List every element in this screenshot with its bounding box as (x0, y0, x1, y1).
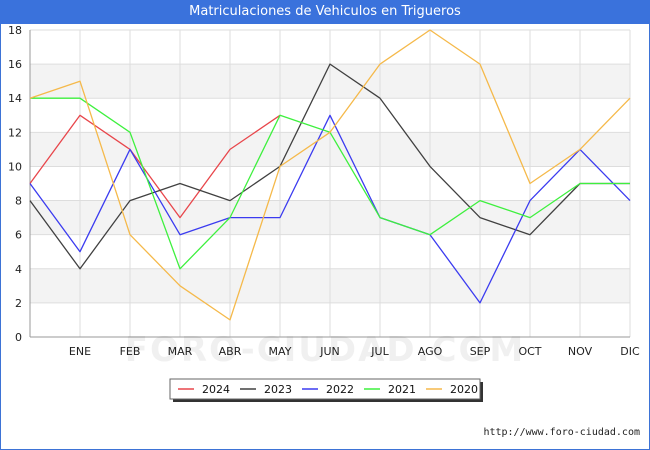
y-tick-label: 16 (8, 58, 22, 71)
y-tick-label: 4 (15, 263, 22, 276)
y-tick-label: 2 (15, 297, 22, 310)
x-tick-label: JUN (319, 345, 340, 358)
x-tick-label: FEB (120, 345, 141, 358)
legend-box (169, 378, 481, 400)
chart-title: Matriculaciones de Vehiculos en Triguero… (0, 0, 650, 24)
x-tick-label: MAR (168, 345, 193, 358)
y-tick-label: 18 (8, 24, 22, 37)
y-tick-label: 8 (15, 195, 22, 208)
y-tick-label: 0 (15, 331, 22, 344)
series-line-2023 (29, 63, 630, 270)
x-tick-label: MAY (269, 345, 292, 358)
series-line-2024 (29, 114, 281, 219)
legend: 2024 2023 2022 2021 2020 (169, 378, 483, 402)
y-tick-labels: 0 2 4 6 8 10 12 14 16 18 (8, 24, 22, 344)
legend-label: 2021 (388, 383, 416, 396)
x-tick-labels: ENE FEB MAR ABR MAY JUN JUL AGO SEP OCT NOV DIC (69, 345, 640, 358)
x-tick-label: DIC (620, 345, 640, 358)
x-tick-label: ENE (69, 345, 91, 358)
credit-link[interactable]: http://www.foro-ciudad.com (483, 427, 640, 438)
legend-label: 2024 (202, 383, 230, 396)
y-tick-label: 14 (8, 92, 22, 105)
y-tick-label: 6 (15, 229, 22, 242)
legend-label: 2023 (264, 383, 292, 396)
x-tick-label: NOV (568, 345, 593, 358)
series-lines (29, 29, 631, 321)
y-tick-label: 12 (8, 126, 22, 139)
x-tick-label: SEP (470, 345, 491, 358)
x-tick-label: OCT (518, 345, 541, 358)
y-tick-label: 10 (8, 160, 22, 173)
x-tick-label: AGO (418, 345, 443, 358)
legend-label: 2020 (450, 383, 478, 396)
x-tick-label: ABR (219, 345, 242, 358)
series-line-2022 (29, 114, 631, 304)
x-tick-label: JUL (370, 345, 389, 358)
series-line-2020 (29, 29, 631, 321)
legend-label: 2022 (326, 383, 354, 396)
